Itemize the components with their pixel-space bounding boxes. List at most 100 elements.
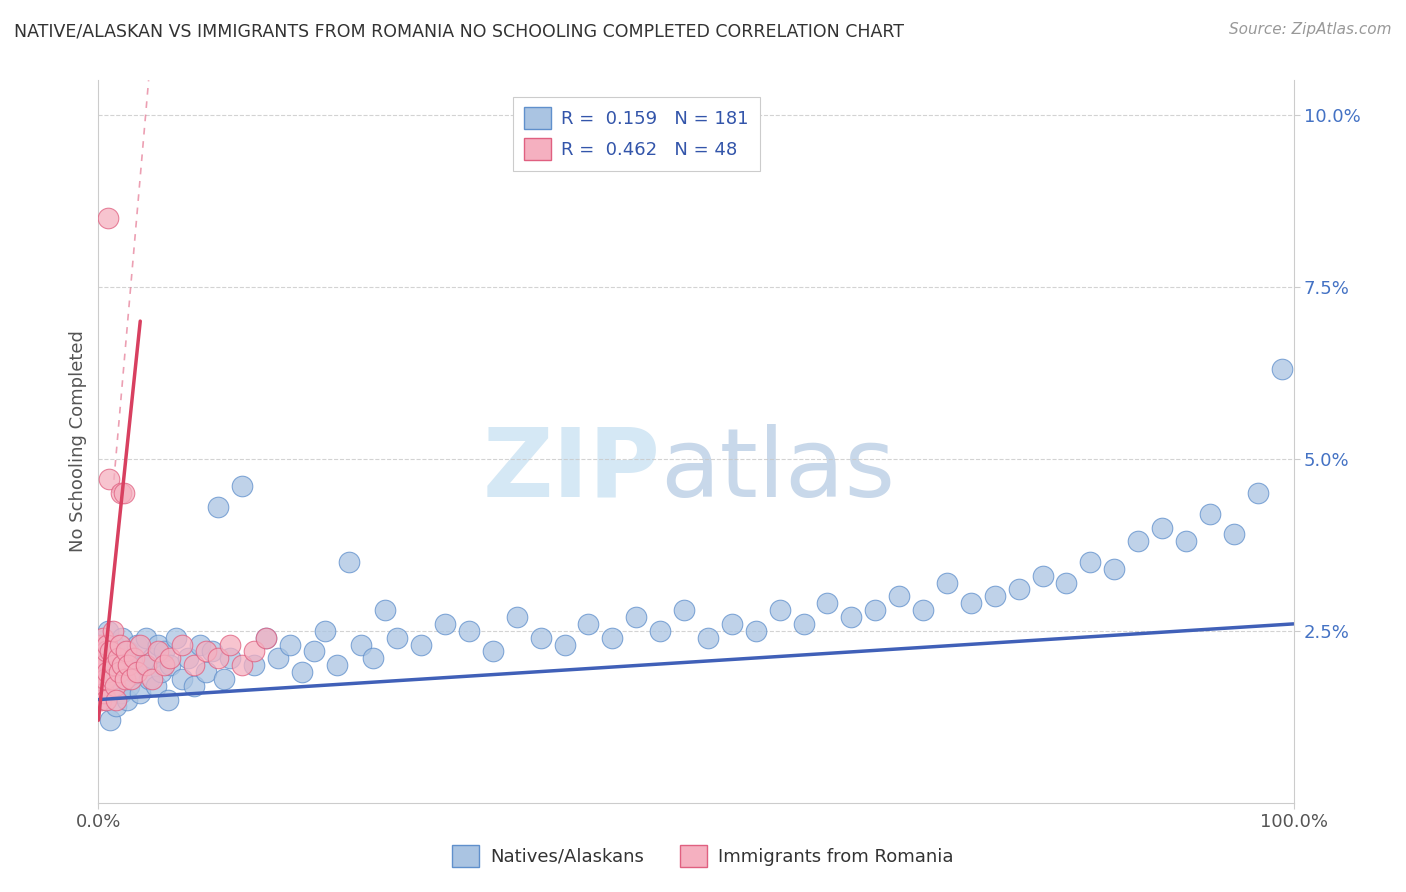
Point <box>98 472 121 486</box>
Point <box>267 651 290 665</box>
Point <box>108 665 131 679</box>
Point <box>602 631 624 645</box>
Point <box>107 651 129 665</box>
Point <box>112 672 135 686</box>
Point <box>117 644 139 658</box>
Point <box>98 644 122 658</box>
Point <box>183 679 205 693</box>
Point <box>149 665 172 679</box>
Y-axis label: No Schooling Completed: No Schooling Completed <box>69 331 87 552</box>
Point <box>141 672 163 686</box>
Point <box>984 590 1007 604</box>
Point <box>434 616 457 631</box>
Point <box>91 651 114 665</box>
Point <box>153 658 176 673</box>
Point <box>97 211 120 225</box>
Point <box>104 679 127 693</box>
Point <box>254 631 277 645</box>
Point <box>118 679 141 693</box>
Legend: Natives/Alaskans, Immigrants from Romania: Natives/Alaskans, Immigrants from Romani… <box>446 838 960 874</box>
Point <box>385 631 409 645</box>
Point <box>89 658 111 673</box>
Point <box>1175 534 1198 549</box>
Point <box>110 686 132 700</box>
Point <box>188 638 211 652</box>
Point <box>363 651 385 665</box>
Point <box>195 665 218 679</box>
Point <box>315 624 337 638</box>
Point <box>111 658 134 673</box>
Point <box>326 658 349 673</box>
Text: Source: ZipAtlas.com: Source: ZipAtlas.com <box>1229 22 1392 37</box>
Point <box>100 672 122 686</box>
Point <box>578 616 600 631</box>
Point <box>117 658 139 673</box>
Point <box>97 624 120 638</box>
Point <box>115 692 138 706</box>
Point <box>96 665 118 679</box>
Point <box>132 658 155 673</box>
Point <box>482 644 505 658</box>
Point <box>93 644 115 658</box>
Point <box>103 658 125 673</box>
Point <box>105 692 128 706</box>
Point <box>159 651 181 665</box>
Point <box>125 638 148 652</box>
Point <box>411 638 433 652</box>
Point <box>219 651 242 665</box>
Point <box>114 658 136 673</box>
Point <box>105 699 128 714</box>
Point <box>101 624 124 638</box>
Point <box>91 631 114 645</box>
Point <box>212 672 235 686</box>
Point <box>1271 362 1294 376</box>
Point <box>145 679 167 693</box>
Point <box>841 610 863 624</box>
Point <box>339 555 361 569</box>
Point <box>96 638 118 652</box>
Point <box>103 638 125 652</box>
Point <box>936 575 959 590</box>
Point <box>697 631 720 645</box>
Point <box>114 672 136 686</box>
Point <box>125 665 148 679</box>
Point <box>108 638 131 652</box>
Point <box>89 679 111 693</box>
Point <box>960 596 983 610</box>
Point <box>1056 575 1078 590</box>
Point <box>243 658 266 673</box>
Point <box>1247 486 1270 500</box>
Point <box>673 603 696 617</box>
Point <box>121 651 143 665</box>
Point <box>141 651 163 665</box>
Text: atlas: atlas <box>661 424 896 517</box>
Point <box>231 479 253 493</box>
Point <box>153 644 176 658</box>
Point <box>135 631 157 645</box>
Point <box>1128 534 1150 549</box>
Point <box>912 603 935 617</box>
Point <box>769 603 792 617</box>
Point <box>172 672 194 686</box>
Point <box>626 610 648 624</box>
Legend: R =  0.159   N = 181, R =  0.462   N = 48: R = 0.159 N = 181, R = 0.462 N = 48 <box>513 96 759 171</box>
Point <box>1223 527 1246 541</box>
Point <box>650 624 672 638</box>
Point <box>110 486 132 500</box>
Point <box>207 651 229 665</box>
Point <box>530 631 553 645</box>
Point <box>243 644 266 658</box>
Point <box>721 616 744 631</box>
Point <box>201 644 224 658</box>
Point <box>195 644 218 658</box>
Point <box>96 692 118 706</box>
Point <box>148 644 170 658</box>
Point <box>1199 507 1222 521</box>
Point <box>156 692 179 706</box>
Point <box>100 658 122 673</box>
Point <box>165 631 187 645</box>
Point <box>93 686 115 700</box>
Point <box>107 651 129 665</box>
Point <box>817 596 839 610</box>
Point <box>745 624 768 638</box>
